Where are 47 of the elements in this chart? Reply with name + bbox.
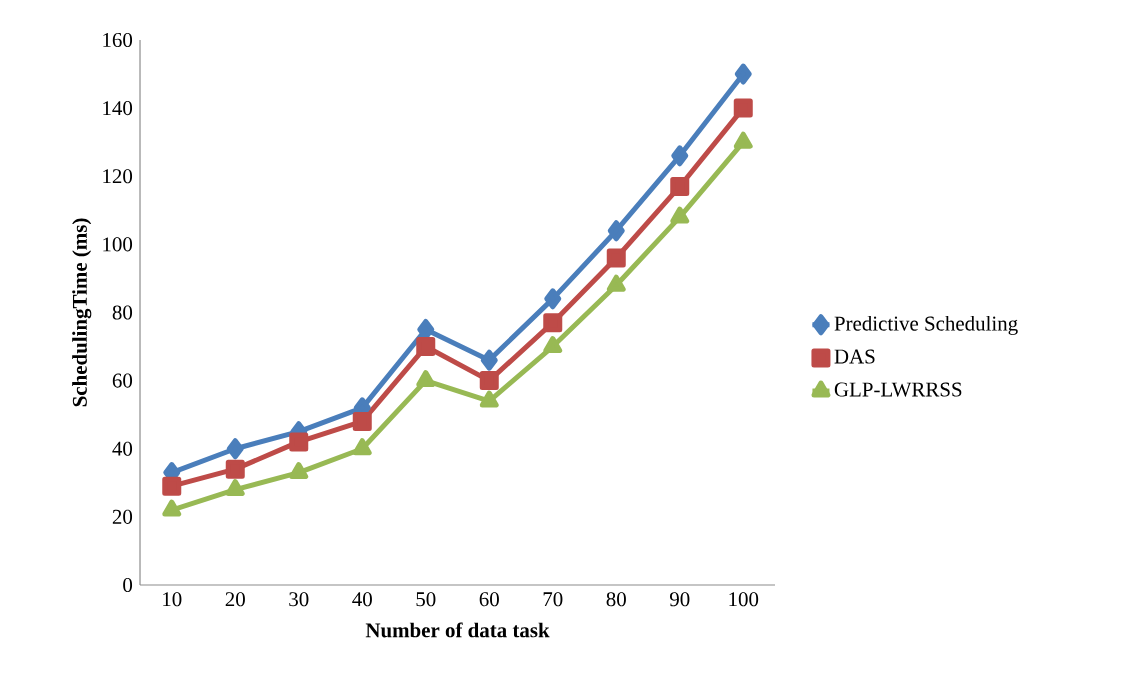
x-tick-label: 100 xyxy=(729,592,759,607)
y-tick-label: 80 xyxy=(112,305,133,320)
point xyxy=(352,411,372,431)
y-tick-label: 40 xyxy=(112,441,133,456)
point xyxy=(734,63,752,85)
point xyxy=(289,432,309,452)
x-tick-label: 70 xyxy=(543,592,563,607)
legend-label: GLP-LWRRSS xyxy=(834,382,962,397)
point xyxy=(416,337,436,357)
y-tick-label: 140 xyxy=(103,101,133,116)
point xyxy=(670,176,690,196)
point xyxy=(225,459,245,479)
point xyxy=(225,479,245,497)
y-tick-label: 20 xyxy=(112,509,133,524)
point xyxy=(226,438,244,460)
x-tick-label: 50 xyxy=(416,592,436,607)
y-tick-label: 100 xyxy=(103,237,133,252)
point xyxy=(480,349,498,371)
y-tick-label: 60 xyxy=(112,373,133,388)
point xyxy=(289,462,309,480)
point xyxy=(671,145,689,167)
point xyxy=(416,370,436,388)
x-tick-label: 80 xyxy=(606,592,626,607)
point xyxy=(479,371,499,391)
point xyxy=(479,390,499,408)
point xyxy=(162,476,182,496)
point xyxy=(352,438,372,456)
y-tick-label: 160 xyxy=(103,32,133,48)
x-tick-label: 30 xyxy=(289,592,309,607)
legend-label: Predictive Scheduling xyxy=(834,315,1018,335)
legend-label: DAS xyxy=(834,349,875,364)
point xyxy=(543,313,563,333)
x-tick-label: 10 xyxy=(163,592,182,607)
y-tick-label: 120 xyxy=(103,169,133,184)
point xyxy=(606,248,626,268)
point xyxy=(544,288,562,310)
y-tick-label: 0 xyxy=(123,577,133,593)
point xyxy=(162,499,182,517)
x-axis-title: Number of data task xyxy=(365,622,550,638)
x-tick-label: 90 xyxy=(669,592,690,607)
x-tick-label: 60 xyxy=(479,592,499,607)
point xyxy=(543,336,563,354)
point xyxy=(607,220,625,242)
point xyxy=(733,98,753,118)
x-tick-label: 20 xyxy=(225,592,245,607)
y-axis-title: SchedulingTime (ms) xyxy=(72,218,92,407)
x-tick-label: 40 xyxy=(352,592,372,607)
